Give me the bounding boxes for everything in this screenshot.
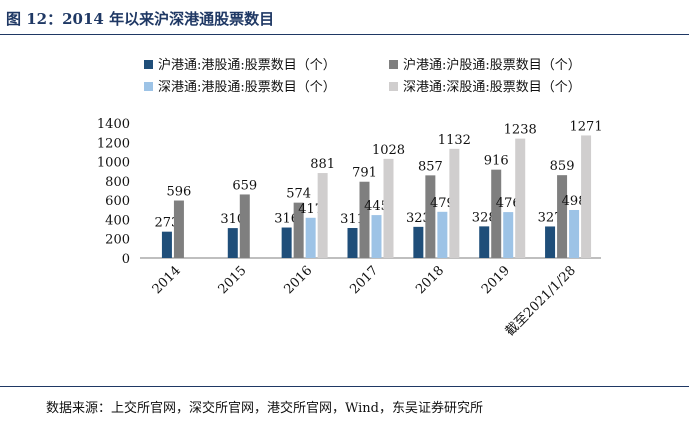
- bar-series4: [383, 158, 394, 258]
- data-label: 881: [310, 157, 335, 172]
- data-label: 273: [155, 216, 180, 231]
- data-label: 328: [472, 210, 497, 225]
- bar-series2: [173, 200, 184, 258]
- y-tick-label: 1400: [97, 117, 130, 132]
- bottom-rule: [0, 386, 689, 387]
- data-label: 791: [352, 166, 377, 181]
- x-tick-label: 截至2021/1/28: [503, 263, 579, 339]
- bar-series3: [437, 211, 448, 258]
- data-label: 1271: [570, 119, 603, 134]
- x-tick-label: 2017: [347, 263, 381, 297]
- x-tick-label: 2016: [281, 263, 315, 297]
- bar-series4: [317, 173, 328, 258]
- legend-swatch-2: [389, 60, 398, 69]
- x-tick-label: 2015: [216, 263, 250, 297]
- data-label: 916: [484, 154, 509, 169]
- bar-series3: [371, 215, 382, 258]
- data-label: 857: [418, 159, 443, 174]
- x-tick-label: 2018: [413, 263, 447, 297]
- bar-series2: [425, 175, 436, 258]
- bar-series3: [503, 212, 514, 258]
- legend-swatch-3: [144, 82, 153, 91]
- y-tick-label: 1200: [97, 136, 130, 151]
- y-tick-label: 200: [105, 233, 130, 248]
- bar-series1: [281, 227, 292, 258]
- figure-title: 图 12：2014 年以来沪深港通股票数目: [6, 10, 275, 28]
- data-label: 327: [538, 210, 563, 225]
- bar-series1: [161, 231, 172, 258]
- bar-series2: [293, 202, 304, 258]
- y-tick-label: 1000: [97, 156, 130, 171]
- bar-series4: [449, 148, 460, 258]
- legend-swatch-1: [144, 60, 153, 69]
- data-label: 479: [430, 196, 455, 211]
- data-label: 1028: [372, 143, 405, 158]
- y-tick-label: 400: [105, 213, 130, 228]
- data-label: 316: [274, 212, 299, 227]
- legend-label-3: 深港通:港股通:股票数目（个）: [158, 80, 336, 95]
- bar-series1: [347, 228, 358, 258]
- bar-series1: [545, 226, 556, 258]
- data-label: 1132: [438, 133, 471, 148]
- bar-series2: [239, 194, 250, 258]
- data-label: 311: [340, 212, 365, 227]
- top-rule: [0, 34, 689, 35]
- data-label: 498: [562, 194, 587, 209]
- data-label: 417: [298, 202, 323, 217]
- bar-series2: [491, 169, 502, 258]
- data-label: 323: [406, 211, 431, 226]
- data-label: 1238: [504, 123, 537, 138]
- bar-series1: [227, 228, 238, 258]
- data-label: 659: [232, 178, 257, 193]
- legend-label-1: 沪港通:港股通:股票数目（个）: [158, 57, 336, 73]
- y-tick-label: 0: [122, 252, 130, 267]
- data-label: 310: [220, 212, 245, 227]
- bar-series3: [305, 217, 316, 258]
- x-tick-label: 2014: [150, 263, 184, 297]
- legend-label-2: 沪港通:沪股通:股票数目（个）: [403, 57, 581, 73]
- y-tick-label: 600: [105, 194, 130, 209]
- data-label: 859: [550, 159, 575, 174]
- bar-series4: [581, 135, 592, 258]
- bar-series3: [569, 209, 580, 258]
- source-note: 数据来源：上交所官网，深交所官网，港交所官网，Wind，东吴证券研究所: [46, 401, 483, 416]
- bar-series2: [557, 175, 568, 258]
- x-tick-label: 2019: [479, 263, 513, 297]
- data-label: 596: [167, 185, 192, 200]
- data-label: 574: [286, 187, 311, 202]
- y-tick-label: 800: [105, 175, 130, 190]
- bar-series2: [359, 181, 370, 258]
- legend-label-4: 深港通:深股通:股票数目（个）: [403, 80, 581, 95]
- bar-series1: [479, 226, 490, 258]
- legend-swatch-4: [389, 82, 398, 91]
- data-label: 445: [364, 199, 389, 214]
- data-label: 476: [496, 196, 521, 211]
- bar-series1: [413, 226, 424, 258]
- bar-series4: [515, 138, 526, 258]
